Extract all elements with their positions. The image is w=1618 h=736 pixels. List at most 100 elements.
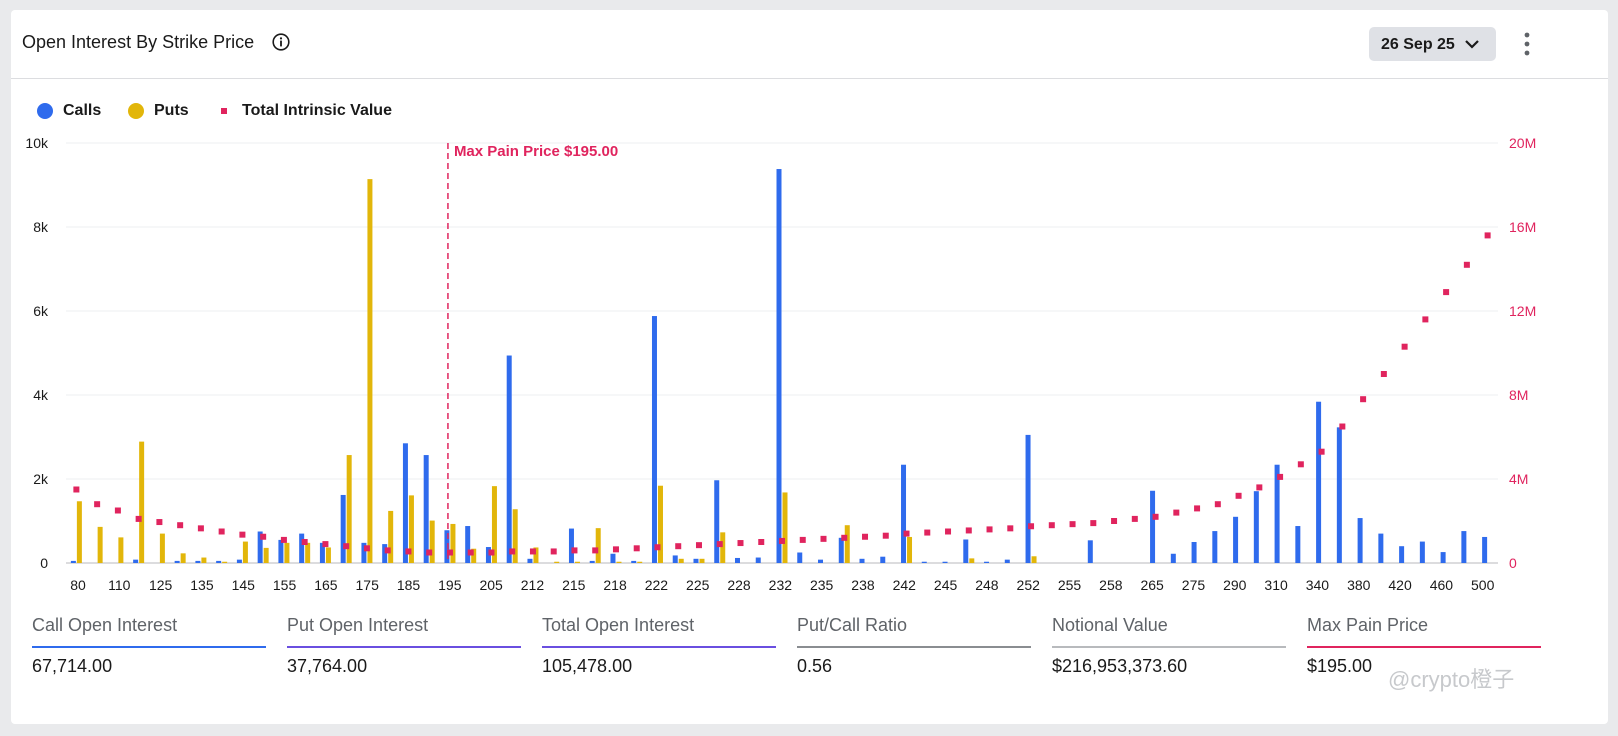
put-bar bbox=[159, 533, 165, 563]
y-right-tick-label: 16M bbox=[1509, 219, 1536, 235]
call-bar bbox=[1336, 427, 1342, 563]
put-bar bbox=[616, 561, 622, 563]
intrinsic-value-point bbox=[405, 548, 412, 555]
call-bar bbox=[340, 494, 346, 563]
put-bar bbox=[284, 542, 290, 563]
intrinsic-value-point bbox=[529, 548, 536, 555]
more-options-icon[interactable] bbox=[1519, 30, 1535, 60]
intrinsic-value-point bbox=[1318, 448, 1325, 455]
stat-call-open-interest: Call Open Interest 67,714.00 bbox=[32, 613, 266, 683]
call-bar bbox=[1170, 553, 1176, 563]
intrinsic-value-point bbox=[1131, 515, 1138, 522]
call-bar bbox=[1482, 536, 1488, 563]
call-bar bbox=[942, 561, 948, 563]
info-icon[interactable] bbox=[272, 33, 290, 51]
call-bar bbox=[755, 557, 761, 563]
intrinsic-value-point bbox=[1484, 232, 1491, 239]
x-tick-label: 500 bbox=[1471, 577, 1495, 593]
y-right-tick-label: 20M bbox=[1509, 135, 1536, 151]
call-bar bbox=[195, 560, 201, 563]
intrinsic-value-point bbox=[592, 547, 599, 554]
y-left-tick-label: 4k bbox=[33, 387, 49, 403]
stat-put-open-interest: Put Open Interest 37,764.00 bbox=[287, 613, 521, 683]
intrinsic-value-point bbox=[509, 548, 516, 555]
stat-value: 37,764.00 bbox=[287, 656, 368, 676]
call-bar bbox=[423, 455, 429, 563]
chart-title: Open Interest By Strike Price bbox=[22, 32, 255, 52]
y-right-tick-label: 12M bbox=[1509, 303, 1536, 319]
x-tick-label: 232 bbox=[769, 577, 793, 593]
intrinsic-value-point bbox=[177, 522, 184, 529]
put-bar bbox=[844, 525, 850, 563]
y-right-tick-label: 0 bbox=[1509, 555, 1517, 571]
intrinsic-value-point bbox=[1214, 501, 1221, 508]
x-tick-label: 215 bbox=[562, 577, 586, 593]
intrinsic-value-point bbox=[73, 486, 80, 493]
x-tick-label: 135 bbox=[190, 577, 214, 593]
intrinsic-value-point bbox=[799, 536, 806, 543]
x-tick-label: 175 bbox=[356, 577, 380, 593]
intrinsic-value-point bbox=[820, 535, 827, 542]
stat-value: 105,478.00 bbox=[542, 656, 633, 676]
call-bar bbox=[776, 169, 782, 563]
call-bar bbox=[859, 558, 865, 563]
call-bar bbox=[818, 559, 824, 563]
intrinsic-value-point bbox=[1277, 473, 1284, 480]
intrinsic-value-point bbox=[633, 545, 640, 552]
x-tick-label: 258 bbox=[1099, 577, 1123, 593]
stat-value: $195.00 bbox=[1307, 656, 1373, 676]
call-bar bbox=[319, 542, 325, 563]
y-right-tick-label: 4M bbox=[1509, 471, 1528, 487]
stat-underline bbox=[1052, 646, 1286, 648]
intrinsic-value-point bbox=[1297, 461, 1304, 468]
call-bar bbox=[1004, 559, 1010, 563]
put-bar bbox=[450, 523, 456, 563]
intrinsic-value-point bbox=[94, 501, 101, 508]
put-bar bbox=[512, 509, 518, 563]
put-bar bbox=[637, 561, 643, 563]
legend-puts-swatch bbox=[128, 103, 144, 119]
call-bar bbox=[382, 544, 388, 563]
intrinsic-value-point bbox=[1339, 423, 1346, 430]
call-bar bbox=[1274, 464, 1280, 563]
put-bar bbox=[429, 520, 435, 563]
put-bar bbox=[242, 541, 248, 563]
x-tick-label: 242 bbox=[893, 577, 917, 593]
stat-value: 0.56 bbox=[797, 656, 833, 676]
put-bar bbox=[263, 547, 269, 563]
intrinsic-value-point bbox=[612, 546, 619, 553]
stat-label: Notional Value bbox=[1052, 615, 1168, 635]
stat-underline bbox=[797, 646, 1031, 648]
legend-intrinsic-swatch bbox=[221, 108, 227, 114]
put-bar bbox=[1031, 556, 1037, 563]
put-bar bbox=[782, 492, 788, 563]
x-tick-label: 222 bbox=[645, 577, 669, 593]
intrinsic-value-point bbox=[1173, 509, 1180, 516]
call-bar bbox=[963, 539, 969, 563]
call-bar bbox=[714, 480, 720, 563]
intrinsic-value-point bbox=[1194, 505, 1201, 512]
stat-label: Total Open Interest bbox=[542, 615, 695, 635]
intrinsic-value-point bbox=[716, 541, 723, 548]
intrinsic-value-point bbox=[1090, 520, 1097, 527]
stat-underline bbox=[542, 646, 776, 648]
x-tick-label: 275 bbox=[1182, 577, 1206, 593]
call-bar bbox=[568, 528, 574, 563]
legend-calls-label: Calls bbox=[63, 102, 102, 119]
x-tick-label: 310 bbox=[1264, 577, 1288, 593]
intrinsic-value-point bbox=[1360, 396, 1367, 403]
call-bar bbox=[527, 558, 533, 563]
intrinsic-value-point bbox=[862, 533, 869, 540]
intrinsic-value-point bbox=[986, 526, 993, 533]
stat-value: 67,714.00 bbox=[32, 656, 113, 676]
put-bar bbox=[574, 561, 580, 563]
put-bar bbox=[76, 501, 82, 563]
call-bar bbox=[236, 559, 242, 563]
call-bar bbox=[257, 531, 263, 563]
x-tick-label: 145 bbox=[232, 577, 256, 593]
intrinsic-value-point bbox=[965, 527, 972, 534]
intrinsic-value-point bbox=[280, 536, 287, 543]
call-bar bbox=[901, 464, 907, 563]
intrinsic-value-point bbox=[654, 544, 661, 551]
expiry-date-select[interactable]: 26 Sep 25 bbox=[1369, 27, 1496, 61]
